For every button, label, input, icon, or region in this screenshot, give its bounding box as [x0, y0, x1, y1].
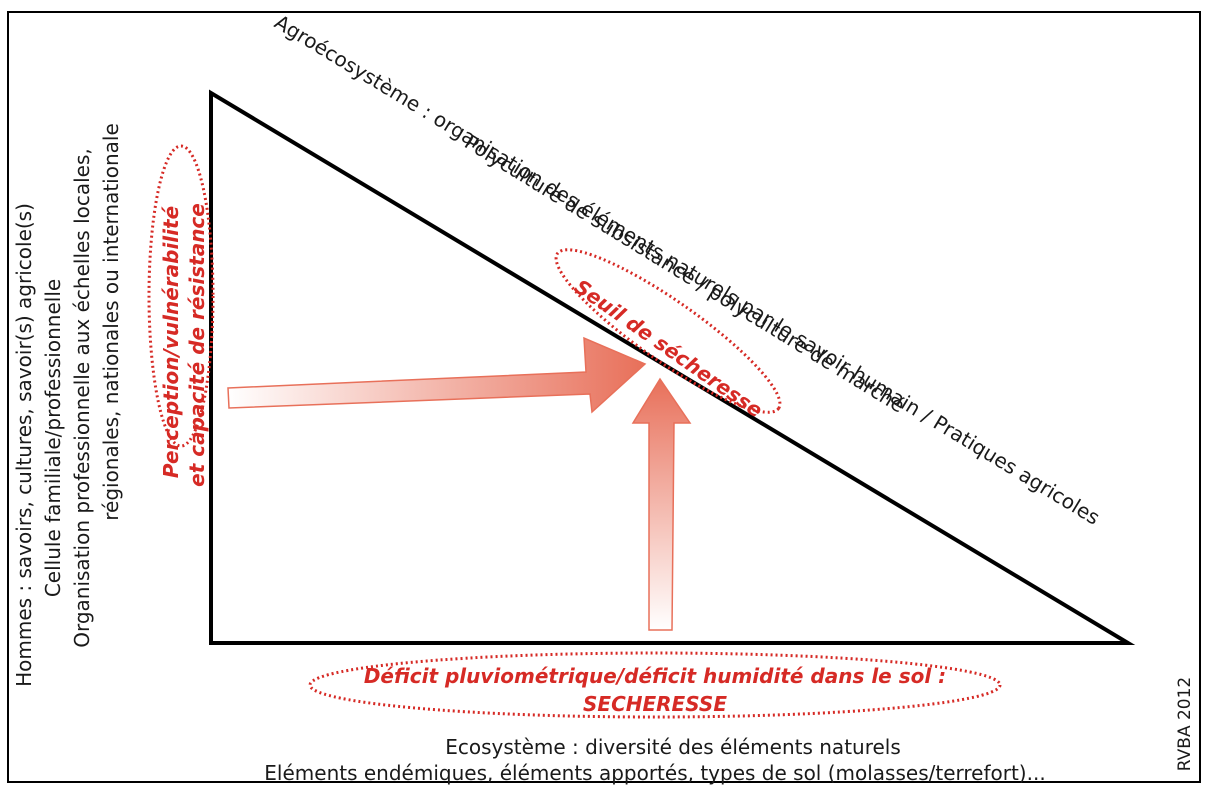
- perception-ellipse: [147, 144, 215, 448]
- deficit-label-2: SECHERESSE: [583, 692, 727, 716]
- deficit-arrow: [631, 377, 692, 631]
- perception-label-2: et capacité de résistance: [185, 203, 209, 487]
- credit-label: RVBA 2012: [1175, 677, 1195, 771]
- perception-arrow: [227, 336, 647, 414]
- elements-label: Eléments endémiques, éléments apportés, …: [264, 761, 1045, 785]
- left-label-hommes: Hommes : savoirs, cultures, savoir(s) ag…: [12, 203, 36, 687]
- left-label-organisation: Organisation professionnelle aux échelle…: [70, 148, 94, 648]
- outer-frame: [7, 11, 1201, 783]
- perception-label-1: Perception/vulnérabilité: [159, 206, 183, 478]
- left-label-echelles: régionales, nationales ou internationale: [99, 123, 123, 521]
- ecosystem-label: Ecosystème : diversité des éléments natu…: [445, 735, 901, 759]
- left-label-cellule: Cellule familiale/professionnelle: [41, 279, 65, 597]
- deficit-label-1: Déficit pluviométrique/déficit humidité …: [364, 664, 946, 688]
- seuil-ellipse: [554, 248, 782, 414]
- deficit-ellipse: [308, 651, 1002, 719]
